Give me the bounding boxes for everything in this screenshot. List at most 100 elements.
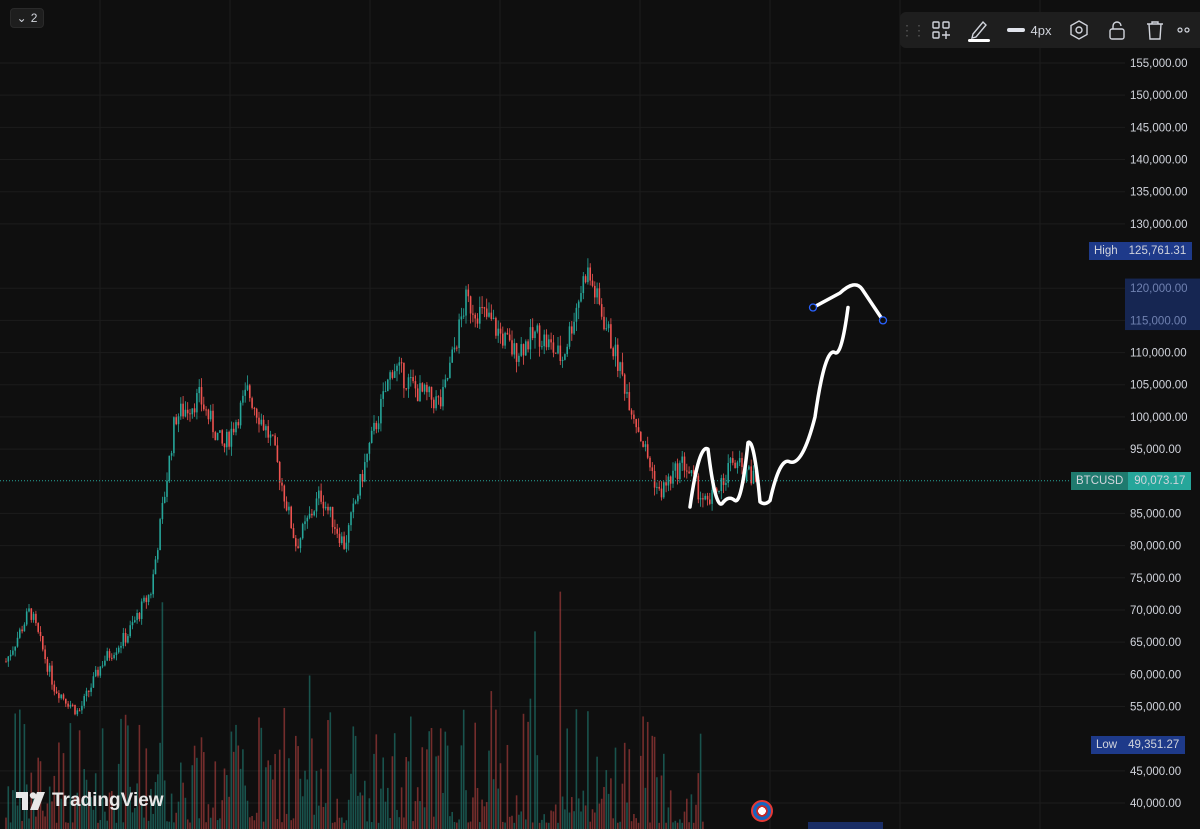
candle-body [306, 517, 309, 522]
candle-body [706, 495, 709, 500]
volume-bar [628, 749, 631, 829]
candle-body [39, 631, 42, 637]
brush-stroke[interactable] [688, 305, 850, 509]
volume-bar [311, 738, 313, 829]
volume-bar [203, 752, 205, 829]
candle-body [140, 601, 143, 619]
volume-bar [193, 745, 196, 829]
volume-bar [600, 798, 603, 829]
volume-bar [205, 822, 207, 829]
volume-bar [83, 769, 85, 829]
more-button[interactable] [1174, 12, 1194, 48]
candle-body [467, 289, 470, 297]
volume-bar [368, 798, 371, 829]
candle-body [281, 482, 283, 486]
volume-bar [94, 773, 97, 829]
volume-bar [557, 822, 559, 829]
candle-body [598, 288, 601, 305]
volume-bar [182, 782, 184, 829]
candle-body [186, 409, 189, 414]
volume-bar [605, 770, 608, 829]
low-label: Low [1091, 736, 1123, 754]
candle-body [483, 307, 486, 309]
candle-body [550, 339, 552, 343]
candle-body [506, 332, 509, 335]
price-axis[interactable]: 155,000.00 150,000.00 145,000.00 140,000.00… [808, 58, 1200, 829]
volume-bar [122, 822, 125, 829]
candle-body [327, 506, 329, 511]
y-tick-label: 130,000.00 [1130, 219, 1188, 231]
volume-bar [113, 808, 115, 829]
candle-body [352, 503, 355, 513]
current-price-tag: BTCUSD 90,073.17 [1071, 471, 1192, 490]
candle-body [272, 434, 274, 436]
candle-body [242, 395, 244, 403]
volume-bar [99, 820, 102, 829]
line-width-button[interactable]: 4px [998, 12, 1060, 48]
volume-bar [212, 807, 214, 829]
candle-body [681, 456, 683, 463]
volume-bar [322, 806, 325, 829]
candle-body [665, 482, 667, 486]
settings-button[interactable] [1060, 12, 1098, 48]
volume-bar [223, 768, 226, 829]
volume-bar [78, 730, 81, 829]
candle-body [315, 498, 318, 512]
collapse-indicators-button[interactable]: ⌄ 2 [10, 8, 44, 28]
candle-body [16, 637, 19, 647]
user-brush-drawing[interactable] [688, 283, 888, 509]
candle-body [157, 550, 159, 560]
drawing-anchor-handle[interactable] [808, 303, 818, 312]
candle-body [255, 408, 258, 418]
candle-body [718, 491, 720, 493]
low-value: 49,351.27 [1122, 736, 1186, 754]
us-flag-icon[interactable] [751, 800, 773, 822]
grip-icon[interactable]: ⋮⋮ [900, 21, 926, 38]
candle-body [262, 419, 265, 431]
candle-body [30, 608, 33, 620]
template-button[interactable] [922, 12, 960, 48]
candle-body [161, 502, 164, 520]
volume-bar [515, 795, 518, 829]
candle-body [568, 326, 571, 347]
volume-bar [200, 737, 203, 829]
candle-body [375, 422, 378, 430]
candle-body [688, 471, 690, 474]
drawing-anchor-handle[interactable] [878, 316, 888, 325]
candle-body [456, 347, 458, 349]
candle-body [285, 501, 288, 511]
volume-bar [497, 788, 499, 829]
candle-body [295, 538, 297, 547]
y-tick-label: 65,000.00 [1130, 637, 1181, 649]
candle-body [122, 632, 125, 646]
volume-bar [642, 716, 644, 829]
candle-body [53, 684, 56, 692]
candle-body [704, 495, 706, 500]
volume-bar [656, 777, 658, 829]
projection-stroke[interactable] [811, 283, 885, 323]
lock-button[interactable] [1098, 12, 1136, 48]
volume-bar [465, 790, 467, 829]
candle-body [557, 345, 559, 354]
volume-bar [520, 811, 522, 829]
volume-bar [262, 821, 265, 829]
volume-bar [304, 770, 306, 829]
candle-body [407, 377, 410, 389]
tradingview-logo[interactable]: TradingView [16, 790, 164, 812]
volume-bar [131, 812, 134, 829]
candle-body [55, 691, 58, 694]
delete-button[interactable] [1136, 12, 1174, 48]
color-button[interactable] [960, 12, 998, 48]
candle-body [246, 385, 249, 390]
volume-bar [347, 799, 350, 829]
candle-body [453, 347, 456, 350]
candle-body [437, 396, 440, 398]
volume-bar [405, 757, 407, 829]
volume-bar [249, 817, 251, 829]
volume-bar [667, 807, 670, 829]
candle-body [502, 333, 504, 346]
candle-body [600, 304, 603, 317]
volume-bar [207, 804, 210, 829]
volume-bar [531, 822, 534, 829]
